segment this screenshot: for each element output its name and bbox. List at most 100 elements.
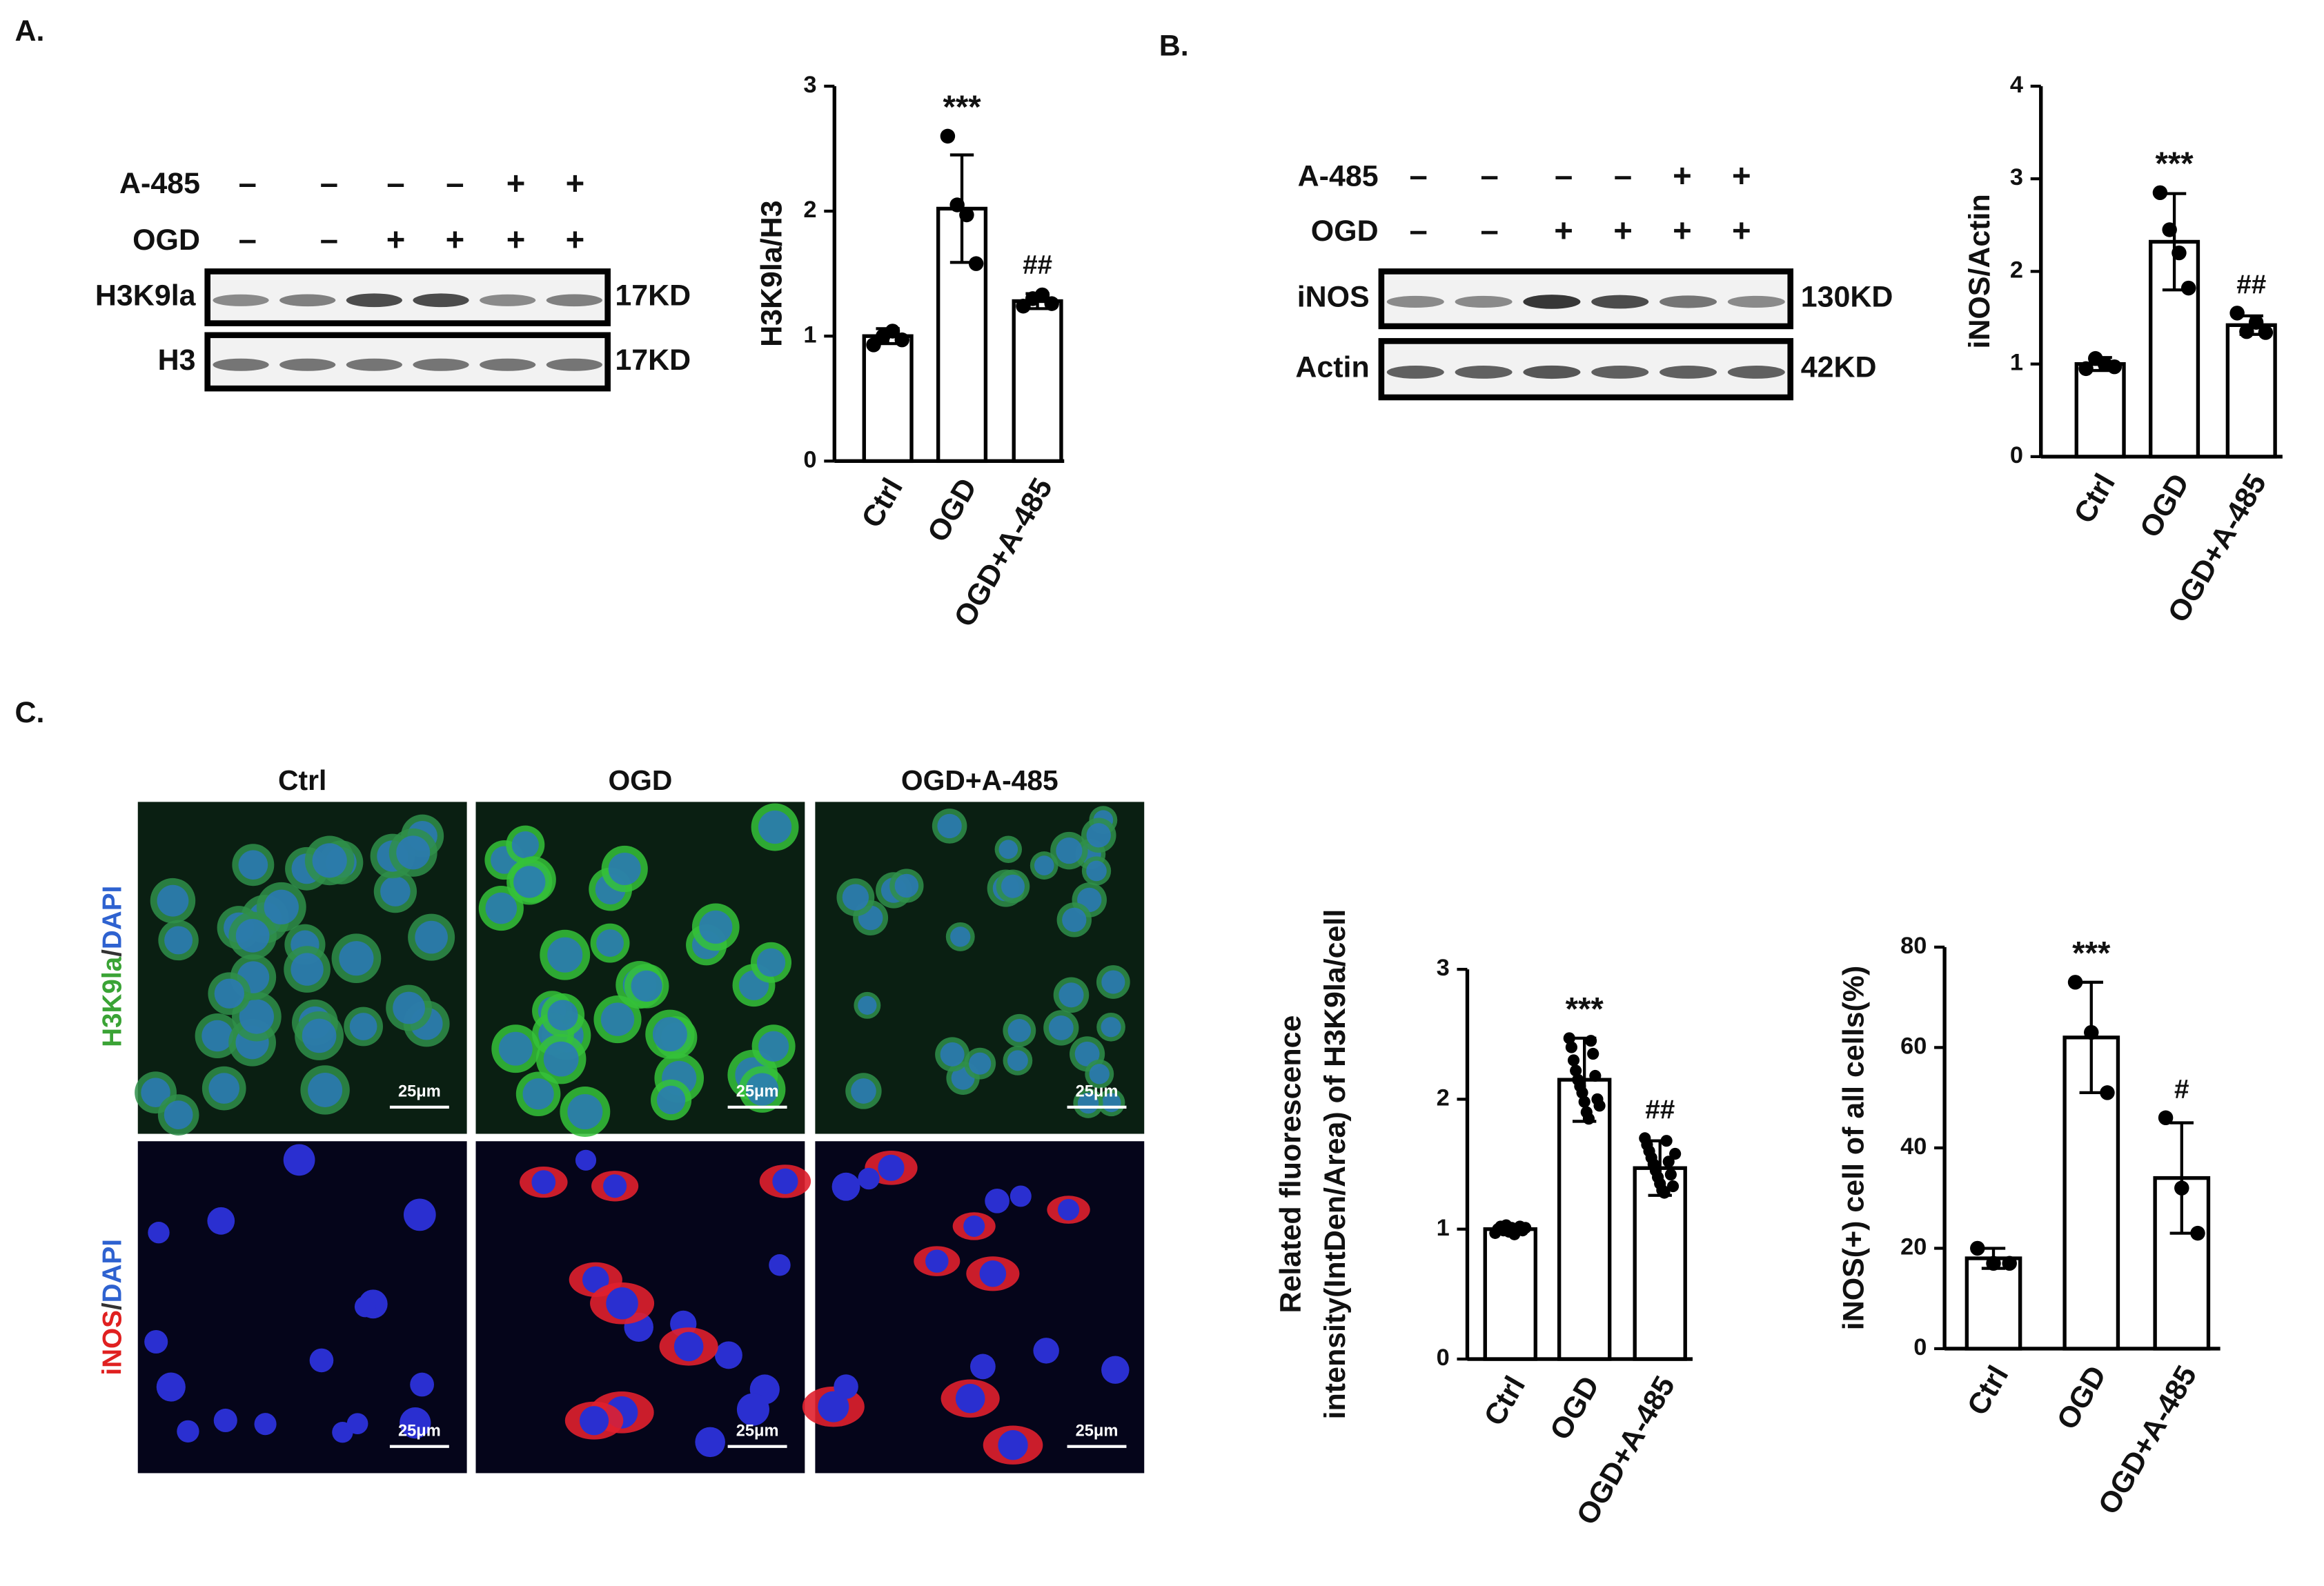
- x-tick-label: OGD: [1544, 1371, 1606, 1446]
- x-tick-label: OGD: [2051, 1360, 2113, 1436]
- nucleus: [283, 1144, 315, 1176]
- band-size: 42KD: [1801, 351, 1877, 384]
- x-tick-label: OGD: [921, 473, 983, 548]
- treatment-sign: +: [566, 221, 585, 258]
- row-label: H3K9la/DAPI: [98, 886, 128, 1047]
- data-point: [2229, 306, 2245, 321]
- data-point: [1567, 1054, 1580, 1067]
- data-point: [1034, 287, 1050, 303]
- y-tick-label: 40: [1900, 1133, 1927, 1160]
- data-point: [2174, 1180, 2189, 1196]
- nucleus: [758, 810, 792, 844]
- treatment-sign: +: [446, 221, 465, 258]
- nucleus: [511, 831, 539, 859]
- nucleus: [1034, 855, 1054, 875]
- y-tick-label: 0: [1913, 1334, 1927, 1360]
- data-point: [1584, 1035, 1597, 1047]
- nucleus: [1058, 982, 1084, 1008]
- significance: #: [2174, 1075, 2189, 1104]
- band-size: 17KD: [615, 344, 691, 377]
- y-axis-label: iNOS/Actin: [1963, 194, 1996, 348]
- nucleus: [339, 941, 374, 976]
- treatment-sign: +: [506, 221, 526, 258]
- nucleus: [308, 1072, 343, 1107]
- y-tick-label: 3: [2010, 164, 2023, 190]
- nucleus: [207, 1207, 235, 1235]
- treatment-sign: –: [239, 221, 257, 258]
- nucleus: [393, 991, 425, 1024]
- blot-frame: [204, 332, 611, 392]
- nucleus: [831, 1172, 860, 1201]
- treatment-label: A-485: [119, 167, 200, 200]
- data-point: [2002, 1256, 2017, 1271]
- nucleus: [772, 1168, 798, 1194]
- scale-bar-label: 25μm: [1076, 1083, 1119, 1101]
- nucleus: [652, 1017, 687, 1052]
- nucleus: [579, 1406, 609, 1436]
- treatment-sign: +: [1554, 212, 1573, 249]
- data-point: [1587, 1047, 1599, 1060]
- row-label: iNOS/DAPI: [98, 1239, 128, 1376]
- data-point: [1662, 1156, 1675, 1168]
- stain: DAPI: [98, 1239, 128, 1302]
- data-point: [2078, 361, 2094, 377]
- treatment-sign: +: [566, 165, 585, 201]
- y-tick-label: 1: [803, 321, 816, 348]
- treatment-sign: –: [1481, 158, 1499, 195]
- nucleus: [415, 920, 448, 954]
- nucleus: [157, 884, 189, 917]
- column-title: Ctrl: [278, 764, 326, 796]
- nucleus: [1062, 907, 1087, 933]
- treatment-sign: +: [386, 221, 406, 258]
- y-tick-label: 2: [2010, 257, 2023, 283]
- blot-band: [480, 358, 536, 371]
- y-axis-label: H3K9la/H3: [756, 200, 789, 346]
- treatment-label: A-485: [1298, 159, 1379, 192]
- column-title: OGD: [608, 764, 672, 796]
- blot-frame: [1378, 268, 1794, 330]
- column-title: OGD+A-485: [901, 764, 1058, 796]
- nucleus: [925, 1249, 949, 1273]
- scale-bar-label: 25μm: [398, 1083, 441, 1101]
- y-axis-label: iNOS(+) cell of all cells(%): [1838, 966, 1871, 1331]
- y-tick-label: 60: [1900, 1033, 1927, 1059]
- nucleus: [985, 1189, 1010, 1213]
- treatment-sign: –: [320, 165, 338, 201]
- nucleus: [858, 995, 877, 1015]
- nucleus: [513, 866, 546, 898]
- nucleus: [714, 1341, 742, 1369]
- bar: [2225, 323, 2277, 459]
- data-point: [1519, 1222, 1532, 1234]
- nucleus: [1007, 1019, 1032, 1042]
- nucleus: [1086, 860, 1107, 882]
- bar: [1012, 299, 1063, 464]
- data-point: [1664, 1169, 1677, 1181]
- nucleus: [156, 1372, 186, 1402]
- bar: [1633, 1166, 1687, 1361]
- nucleus: [208, 1073, 240, 1104]
- blot-band: [1386, 366, 1444, 379]
- data-point: [2067, 975, 2083, 990]
- nucleus: [969, 1052, 992, 1075]
- nucleus: [970, 1354, 996, 1380]
- nucleus: [842, 884, 869, 911]
- panel-label: B.: [1159, 29, 1189, 62]
- band-label: Actin: [1295, 351, 1369, 384]
- nucleus: [1033, 1338, 1059, 1364]
- bar: [862, 334, 914, 464]
- nucleus: [878, 1154, 905, 1181]
- nucleus: [290, 953, 324, 986]
- nucleus: [1089, 1064, 1110, 1084]
- blot-band: [1455, 295, 1513, 308]
- nucleus: [264, 889, 299, 925]
- nucleus: [346, 1413, 368, 1435]
- data-point: [1660, 1135, 1673, 1147]
- significance: ##: [2236, 270, 2266, 299]
- nucleus: [631, 970, 662, 1002]
- blot-band: [213, 294, 269, 306]
- y-tick-label: 4: [2010, 72, 2023, 98]
- nucleus: [567, 1093, 603, 1130]
- nucleus: [309, 1348, 334, 1373]
- treatment-sign: +: [1732, 158, 1751, 195]
- nucleus: [547, 1000, 578, 1031]
